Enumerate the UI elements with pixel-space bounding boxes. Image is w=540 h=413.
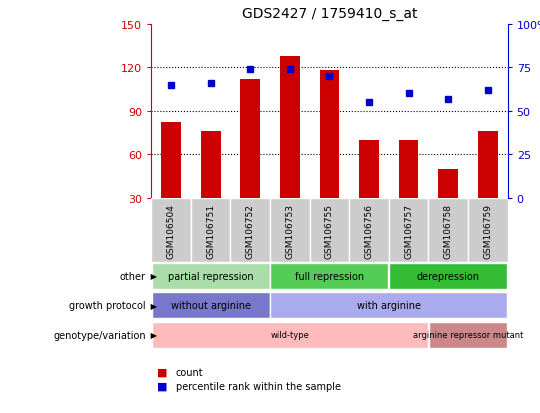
FancyBboxPatch shape: [152, 293, 269, 318]
FancyBboxPatch shape: [389, 263, 507, 289]
FancyBboxPatch shape: [152, 322, 428, 348]
Text: partial repression: partial repression: [168, 271, 253, 281]
Text: count: count: [176, 367, 203, 377]
FancyBboxPatch shape: [429, 322, 507, 348]
Text: GSM106757: GSM106757: [404, 203, 413, 258]
Title: GDS2427 / 1759410_s_at: GDS2427 / 1759410_s_at: [241, 7, 417, 21]
FancyBboxPatch shape: [271, 293, 507, 318]
FancyBboxPatch shape: [151, 198, 191, 262]
Text: percentile rank within the sample: percentile rank within the sample: [176, 381, 341, 391]
Text: derepression: derepression: [417, 271, 480, 281]
FancyBboxPatch shape: [231, 198, 270, 262]
Text: wild-type: wild-type: [271, 330, 309, 339]
Text: GSM106759: GSM106759: [483, 203, 492, 258]
Text: with arginine: with arginine: [357, 301, 421, 311]
FancyBboxPatch shape: [191, 198, 231, 262]
Text: GSM106752: GSM106752: [246, 203, 255, 258]
Text: GSM106758: GSM106758: [444, 203, 453, 258]
Text: full repression: full repression: [295, 271, 364, 281]
FancyBboxPatch shape: [349, 198, 389, 262]
FancyBboxPatch shape: [309, 198, 349, 262]
Text: GSM106756: GSM106756: [364, 203, 374, 258]
Text: arginine repressor mutant: arginine repressor mutant: [413, 330, 523, 339]
Bar: [478, 132, 498, 198]
Bar: [201, 132, 220, 198]
Text: GSM106755: GSM106755: [325, 203, 334, 258]
Bar: [161, 123, 181, 198]
FancyBboxPatch shape: [270, 198, 309, 262]
Text: ■: ■: [157, 381, 167, 391]
FancyBboxPatch shape: [271, 263, 388, 289]
Text: other: other: [120, 271, 146, 281]
Bar: [399, 140, 418, 198]
Bar: [438, 169, 458, 198]
Bar: [280, 57, 300, 198]
Bar: [240, 80, 260, 198]
Text: ▶: ▶: [148, 272, 158, 281]
Text: growth protocol: growth protocol: [69, 301, 146, 311]
FancyBboxPatch shape: [389, 198, 428, 262]
Text: ▶: ▶: [148, 330, 158, 339]
Text: ▶: ▶: [148, 301, 158, 310]
Text: GSM106751: GSM106751: [206, 203, 215, 258]
Bar: [320, 71, 339, 198]
Text: ■: ■: [157, 367, 167, 377]
Text: GSM106753: GSM106753: [285, 203, 294, 258]
Bar: [359, 140, 379, 198]
FancyBboxPatch shape: [468, 198, 508, 262]
FancyBboxPatch shape: [428, 198, 468, 262]
Text: genotype/variation: genotype/variation: [53, 330, 146, 340]
FancyBboxPatch shape: [152, 263, 269, 289]
Text: GSM106504: GSM106504: [166, 203, 176, 258]
Text: without arginine: without arginine: [171, 301, 251, 311]
